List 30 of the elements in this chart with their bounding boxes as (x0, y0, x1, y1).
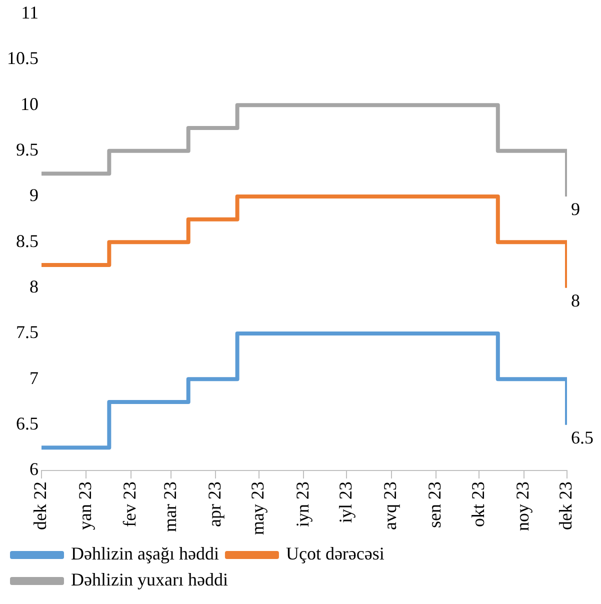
y-tick-label: 10.5 (7, 48, 38, 68)
x-tick-label: yan 23 (74, 482, 95, 530)
x-tick-label: dek 23 (556, 482, 576, 530)
y-tick-label: 8.5 (16, 230, 38, 251)
data-label: 6.5 (571, 428, 594, 448)
y-tick-label: 7 (30, 368, 38, 388)
data-label: 8 (571, 290, 580, 311)
y-tick-label: 6.5 (16, 414, 38, 434)
data-label: 9 (571, 199, 580, 220)
x-tick-label: fev 23 (119, 482, 140, 527)
x-tick-label: apr 23 (204, 482, 224, 527)
y-tick-label: 6 (30, 459, 38, 480)
x-tick-label: noy 23 (512, 482, 533, 532)
y-tick-label: 10 (20, 94, 38, 114)
legend-label: Dəhlizin yuxarı həddi (71, 570, 228, 590)
x-tick-label: iyn 23 (292, 482, 312, 528)
y-tick-label: 9 (30, 185, 38, 206)
y-tick-label: 9.5 (16, 140, 38, 160)
x-tick-label: mar 23 (160, 482, 180, 532)
y-tick-label: 7.5 (16, 322, 38, 342)
x-tick-label: avq 23 (380, 482, 400, 530)
y-tick-label: 11 (21, 2, 38, 23)
legend-label: Uçot dərəcəsi (286, 544, 384, 564)
y-tick-label: 8 (30, 276, 38, 297)
x-tick-label: dek 22 (30, 482, 50, 530)
x-tick-label: okt 23 (468, 482, 488, 528)
legend-label: Dəhlizin aşağı həddi (71, 544, 219, 564)
x-tick-label: may 23 (248, 482, 268, 536)
x-tick-label: sen 23 (424, 482, 445, 528)
x-tick-label: iyl 23 (335, 482, 356, 524)
